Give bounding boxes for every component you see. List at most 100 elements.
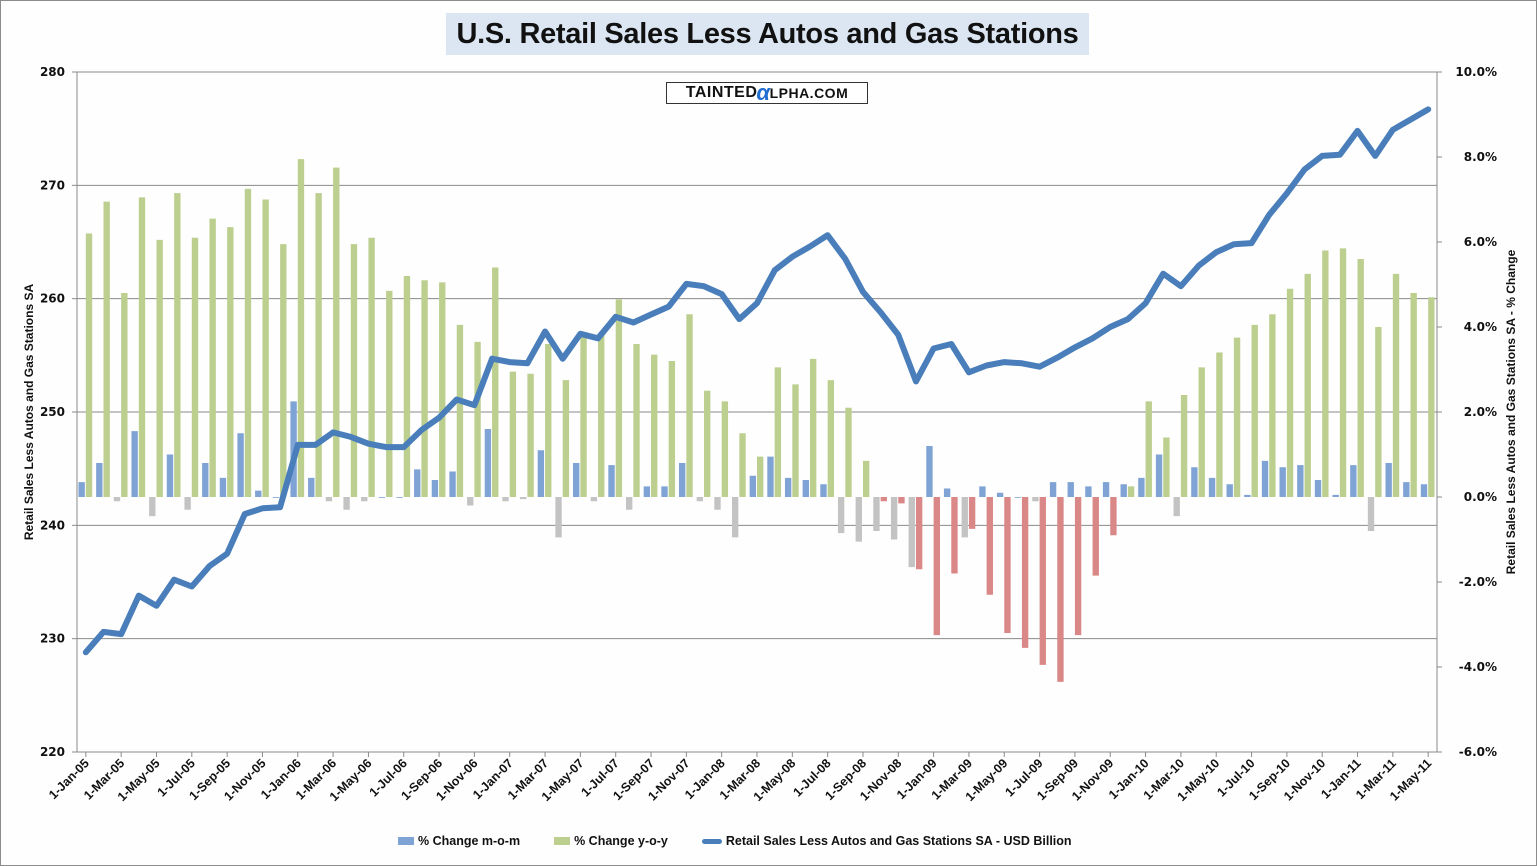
axes: [72, 71, 1442, 757]
bar-yoy: [757, 456, 764, 497]
bar-yoy: [845, 407, 852, 497]
bar-yoy: [244, 188, 252, 497]
bar-yoy: [968, 497, 976, 529]
bar-yoy: [1004, 497, 1011, 633]
bar-mom: [590, 497, 598, 502]
bar-yoy: [315, 193, 322, 497]
y-right-tick-label: 10.0%: [1455, 65, 1497, 79]
bar-yoy: [1428, 297, 1435, 497]
bar-mom: [1173, 497, 1180, 517]
bar-yoy: [1127, 486, 1135, 497]
bar-mom: [1067, 482, 1074, 497]
bar-mom: [1244, 494, 1251, 497]
bar-mom: [219, 477, 227, 497]
bar-mom: [1155, 454, 1163, 497]
legend: % Change m-o-m % Change y-o-y Retail Sal…: [398, 834, 1106, 848]
bar-mom: [255, 490, 262, 497]
bar-mom: [696, 497, 704, 502]
bar-yoy: [580, 333, 587, 497]
legend-swatch-sales: [701, 838, 722, 844]
bar-yoy: [262, 199, 269, 497]
bar-mom: [784, 477, 792, 497]
bar-mom: [1367, 497, 1375, 531]
bar-mom: [537, 450, 545, 497]
bar-yoy: [1304, 273, 1311, 497]
bar-yoy: [386, 290, 393, 497]
bar-yoy: [933, 497, 940, 636]
bar-mom: [555, 497, 562, 538]
bar-mom: [1191, 467, 1198, 497]
bar-yoy: [615, 299, 623, 497]
bar-yoy: [880, 497, 887, 502]
bar-yoy: [1180, 395, 1188, 497]
bar-yoy: [1392, 273, 1400, 497]
bar-mom: [873, 497, 880, 531]
bar-yoy: [898, 497, 905, 504]
y-axis-right-labels: 10.0% 8.0% 6.0% 4.0% 2.0% 0.0% -2.0% -4.0% -6.0%: [1455, 65, 1497, 759]
bar-mom: [237, 433, 244, 497]
bar-yoy: [103, 201, 110, 497]
y-left-tick-label: 280: [40, 65, 65, 79]
bar-mom: [1261, 460, 1269, 497]
bar-mom: [1420, 484, 1428, 497]
bar-mom: [837, 497, 845, 534]
bar-mom: [1208, 477, 1216, 497]
bar-mom: [961, 497, 968, 538]
bar-yoy: [862, 460, 870, 497]
bar-yoy: [774, 367, 782, 497]
sales-line-series: [82, 106, 1432, 656]
bar-mom: [626, 497, 633, 510]
legend-label-mom: % Change m-o-m: [418, 834, 521, 848]
bar-mom: [1120, 484, 1127, 497]
bar-mom: [449, 471, 456, 497]
bar-mom: [979, 486, 986, 497]
bar-yoy: [456, 324, 464, 497]
bar-mom: [820, 484, 827, 497]
y-left-tick-label: 270: [40, 178, 65, 192]
bar-mom: [573, 463, 580, 497]
bar-mom: [1385, 463, 1392, 497]
y-left-tick-label: 230: [40, 632, 65, 646]
y-right-tick-label: 2.0%: [1464, 405, 1497, 419]
y-right-tick-label: -4.0%: [1459, 660, 1497, 674]
bar-yoy: [509, 371, 517, 497]
bar-mom: [1085, 486, 1092, 497]
bar-yoy: [562, 380, 570, 497]
bar-yoy: [368, 237, 375, 497]
bar-mom: [678, 463, 686, 497]
bar-mom: [467, 497, 474, 506]
watermark-prefix: TAINTED: [685, 84, 758, 101]
bar-mom: [749, 475, 756, 497]
chart-title-box: U.S. Retail Sales Less Autos and Gas Sta…: [446, 13, 1089, 55]
watermark-suffix: LPHA.COM: [769, 85, 849, 101]
bar-mom: [1297, 465, 1304, 497]
bar-yoy: [651, 354, 658, 497]
bar-mom: [996, 492, 1004, 497]
bar-yoy: [1057, 497, 1064, 682]
bar-yoy: [1021, 497, 1029, 648]
bar-mom: [1332, 494, 1339, 497]
bar-mom: [96, 463, 103, 497]
bar-yoy: [527, 373, 534, 497]
bar-mom: [414, 469, 421, 497]
alpha-icon: α: [756, 80, 771, 105]
bar-yoy: [1375, 327, 1382, 497]
bar-yoy: [227, 227, 234, 497]
bar-yoy: [1039, 497, 1046, 665]
bar-mom: [520, 497, 527, 500]
y-left-tick-label: 250: [40, 405, 65, 419]
y-right-tick-label: -6.0%: [1459, 745, 1497, 759]
bar-mom: [1350, 465, 1357, 497]
y-axis-left-title: Retail Sales Less Autos and Gas Stations…: [22, 284, 36, 541]
bar-mom: [908, 497, 915, 568]
bar-yoy: [686, 314, 693, 497]
bar-mom: [1403, 482, 1410, 497]
bar-mom: [608, 465, 615, 497]
bar-yoy: [1410, 293, 1417, 497]
bar-yoy: [156, 239, 163, 497]
bar-mom: [78, 482, 85, 497]
bar-mom: [1014, 497, 1021, 498]
bar-yoy: [704, 390, 711, 497]
bar-mom: [1314, 480, 1322, 497]
